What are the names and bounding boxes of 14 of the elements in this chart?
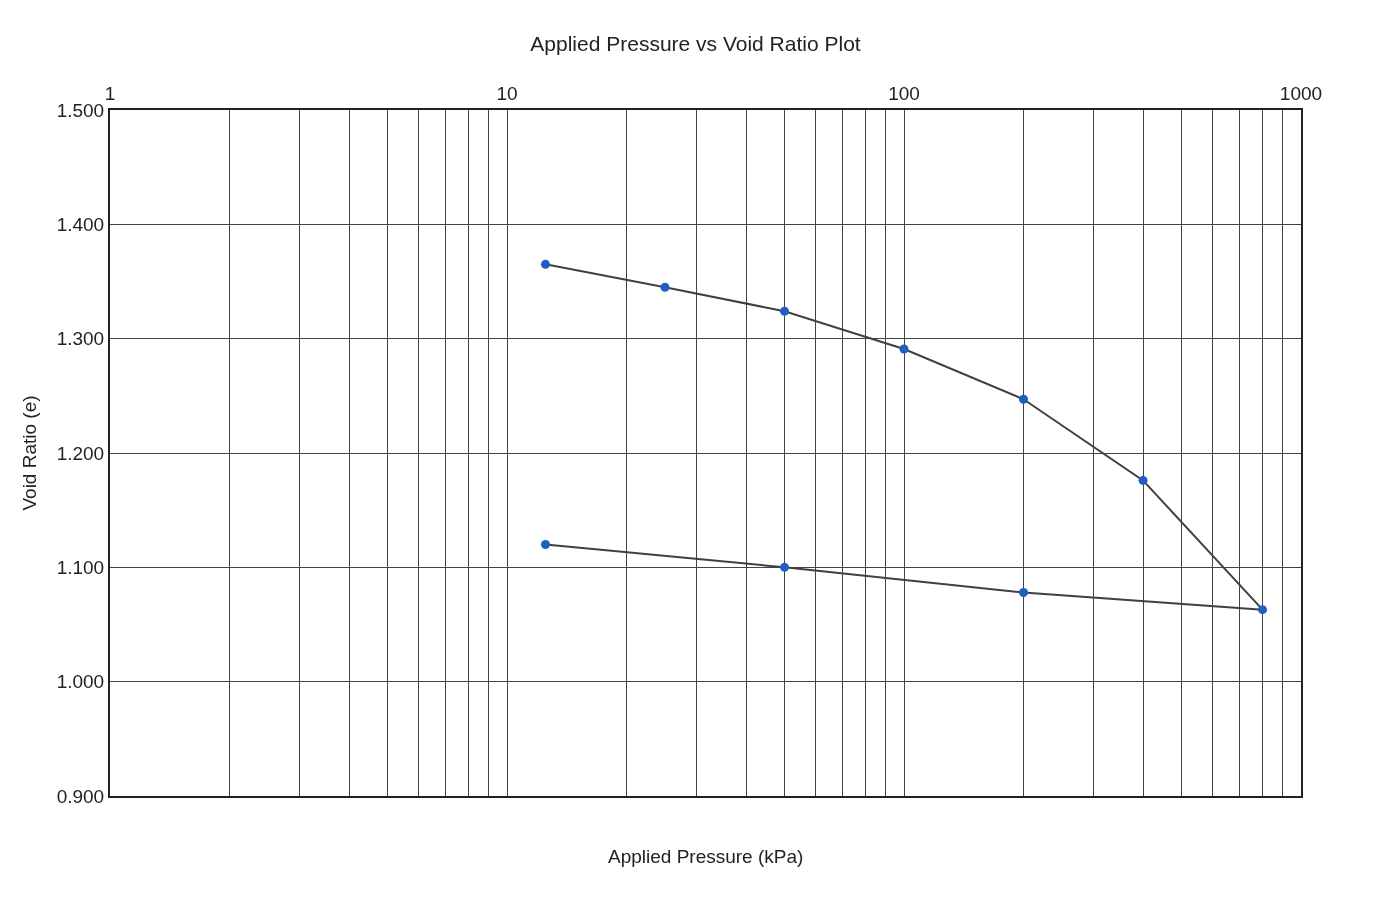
y-tick-label: 1.100 [56,556,105,578]
y-tick-label: 1.300 [56,328,105,350]
x-axis-title: Applied Pressure (kPa) [608,846,804,867]
y-axis-title: Void Ratio (e) [19,395,40,511]
y-tick-label: 1.500 [56,99,105,121]
x-tick-label: 10 [496,83,518,105]
x-tick-label: 1 [104,83,116,105]
y-tick-label: 1.400 [56,213,105,235]
chart-title: Applied Pressure vs Void Ratio Plot [530,31,861,55]
x-tick-label: 1000 [1279,83,1323,105]
x-tick-label: 100 [888,83,920,105]
y-tick-label: 0.900 [56,785,105,807]
y-tick-label: 1.200 [56,442,105,464]
y-tick-label: 1.000 [56,671,105,693]
